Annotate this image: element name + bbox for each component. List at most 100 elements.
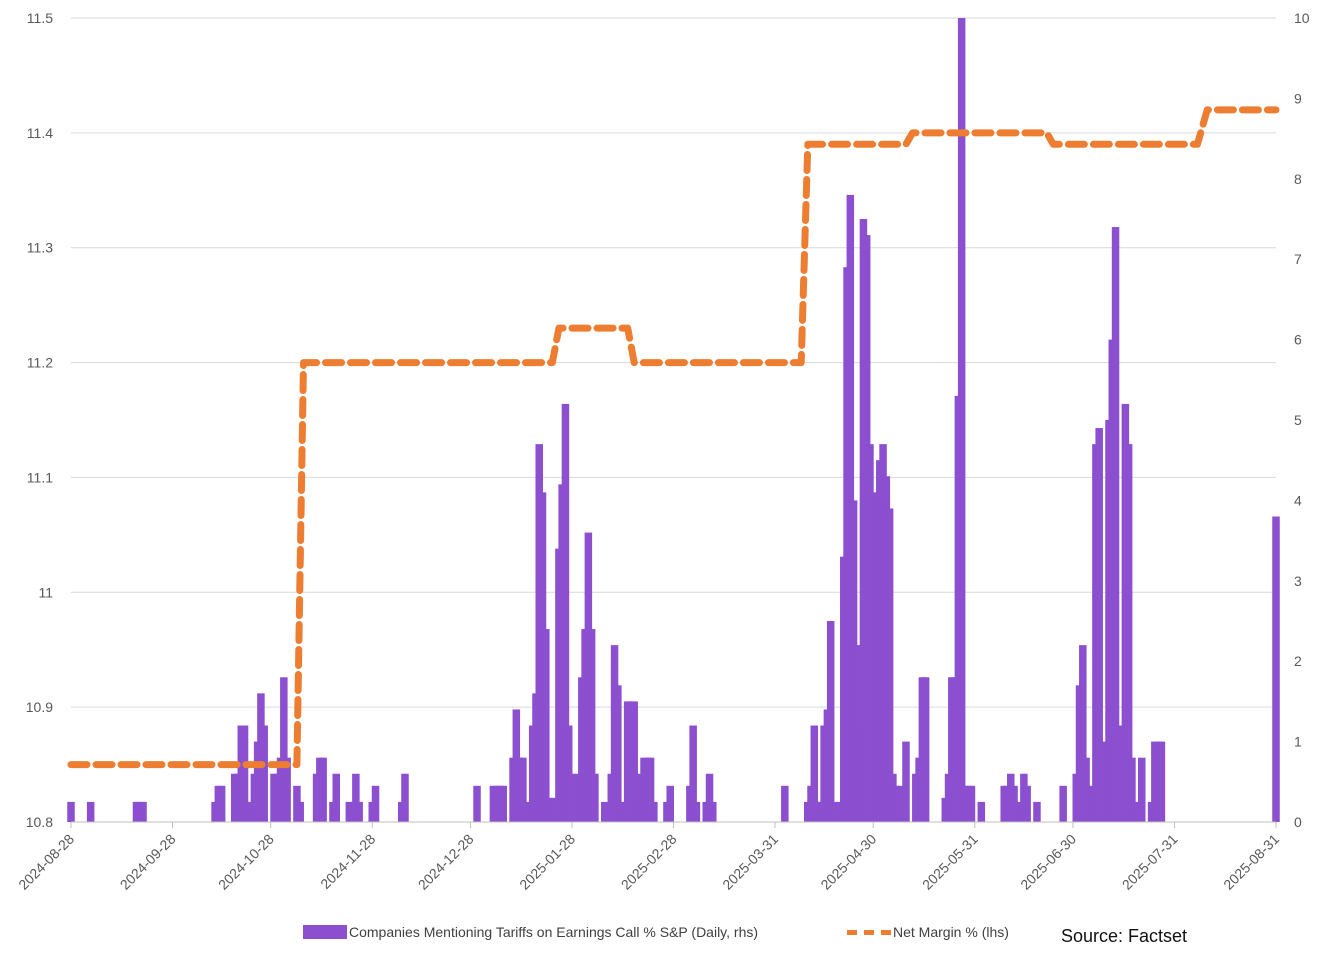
tariff-bar (1010, 785, 1018, 822)
tariff-bar (217, 785, 226, 822)
tariff-bar (666, 785, 674, 822)
tariff-bar (957, 18, 966, 822)
tariff-bar (355, 801, 363, 822)
right-tick-label: 3 (1294, 573, 1302, 589)
tariff-bar (705, 773, 714, 822)
net-margin-line (67, 106, 1280, 769)
tariff-bar (244, 801, 252, 822)
tariff-bar (568, 773, 576, 822)
tariff-bar (283, 757, 291, 822)
x-tick-label: 2025-04-30 (817, 831, 879, 893)
tariff-bar (591, 773, 599, 822)
x-tick-label: 2024-08-28 (15, 831, 77, 893)
tariff-bar (296, 801, 304, 822)
tariff-bar (1124, 444, 1133, 822)
tariff-bar (401, 773, 409, 822)
tariff-bar (542, 629, 550, 822)
x-tick-label: 2025-03-31 (719, 831, 781, 893)
tariff-bar (1095, 428, 1103, 822)
x-tick-label: 2024-12-28 (415, 831, 477, 893)
tariff-bar (781, 785, 789, 822)
tariff-bar (1137, 757, 1146, 822)
tariff-bar (519, 757, 527, 822)
right-tick-label: 4 (1294, 492, 1302, 508)
tariff-bar (600, 801, 609, 822)
legend-item-net-margin: Net Margin % (lhs) (847, 924, 1009, 940)
left-tick-label: 11 (38, 584, 53, 600)
tariff-bar (826, 621, 835, 822)
tariff-bar (1033, 801, 1041, 822)
tariff-bar (561, 403, 570, 822)
tariff-bar (1082, 757, 1090, 822)
tariff-bar (633, 773, 642, 822)
tariff-bar (260, 725, 268, 822)
tariff-bar (473, 785, 481, 822)
right-tick-label: 9 (1294, 90, 1302, 106)
tariff-bar (1098, 741, 1107, 822)
tariff-bar (1111, 227, 1120, 823)
tariff-bar (1059, 785, 1067, 822)
tariff-bar (646, 757, 655, 822)
left-tick-label: 10.9 (26, 699, 53, 715)
tariff-bar (830, 801, 838, 822)
tariff-bar (810, 725, 819, 822)
x-tick-label: 2025-02-28 (618, 831, 680, 893)
tariff-bar (1079, 645, 1087, 822)
tariff-bar (332, 773, 340, 822)
legend-line-swatch (847, 929, 891, 935)
tariff-bar (921, 677, 930, 822)
tariff-bar (895, 785, 904, 822)
tariff-bar (371, 785, 380, 822)
tariff-bar (614, 685, 622, 822)
tariff-bar (617, 801, 625, 822)
tariff-bar (630, 701, 638, 822)
left-tick-label: 11.4 (27, 125, 53, 141)
left-tick-label: 11.3 (27, 240, 53, 256)
right-tick-label: 1 (1294, 734, 1302, 750)
source-note: Source: Factset (1061, 926, 1188, 946)
tariff-bar (280, 677, 288, 822)
tariff-bar (967, 785, 976, 822)
tariff-bar (1128, 757, 1136, 822)
legend-bar-swatch (303, 925, 347, 939)
tariff-bar (319, 757, 327, 822)
tariff-bar (885, 508, 894, 822)
tariff-bar (67, 801, 75, 822)
tariff-bar (1157, 741, 1166, 822)
right-tick-label: 6 (1294, 332, 1302, 348)
tariff-bar (352, 773, 360, 822)
tariff-bar (86, 801, 95, 822)
right-y-axis: 0 1 2 3 4 5 6 7 8 9 10 (1294, 10, 1310, 830)
tariff-bar (709, 801, 717, 822)
tariff-bar (1272, 516, 1280, 822)
x-axis: 2024-08-28 2024-09-28 2024-10-28 2024-11-28… (15, 821, 1282, 893)
right-tick-label: 10 (1294, 10, 1310, 26)
x-tick-label: 2025-01-28 (516, 831, 578, 893)
tariff-bar (548, 797, 557, 822)
left-tick-label: 11.5 (27, 10, 53, 26)
x-tick-label: 2024-09-28 (117, 831, 179, 893)
tariff-bar (587, 629, 596, 822)
tariff-bar (902, 741, 910, 822)
right-tick-label: 5 (1294, 412, 1302, 428)
tariff-bar (692, 801, 701, 822)
right-tick-label: 8 (1294, 171, 1302, 187)
legend-bar-label: Companies Mentioning Tariffs on Earnings… (349, 924, 759, 940)
legend-line-label: Net Margin % (lhs) (893, 924, 1009, 940)
tariff-bar (650, 801, 658, 822)
x-tick-label: 2025-08-31 (1220, 831, 1282, 893)
tariff-bar (139, 801, 147, 822)
x-tick-label: 2025-07-31 (1119, 831, 1181, 893)
x-tick-label: 2024-11-28 (317, 831, 378, 892)
tariff-bar (240, 725, 249, 822)
tariff-bar (866, 444, 874, 822)
x-tick-label: 2024-10-28 (215, 831, 277, 893)
tariff-bar (499, 785, 507, 822)
right-tick-label: 7 (1294, 251, 1302, 267)
x-tick-label: 2025-05-31 (919, 831, 981, 893)
left-y-axis: 10.8 10.9 11 11.1 11.2 11.3 11.4 11.5 (26, 10, 53, 830)
tariff-bar (1023, 785, 1031, 822)
right-tick-label: 2 (1294, 653, 1302, 669)
x-tick-label: 2025-06-30 (1017, 831, 1079, 893)
tariff-bar (689, 725, 697, 822)
